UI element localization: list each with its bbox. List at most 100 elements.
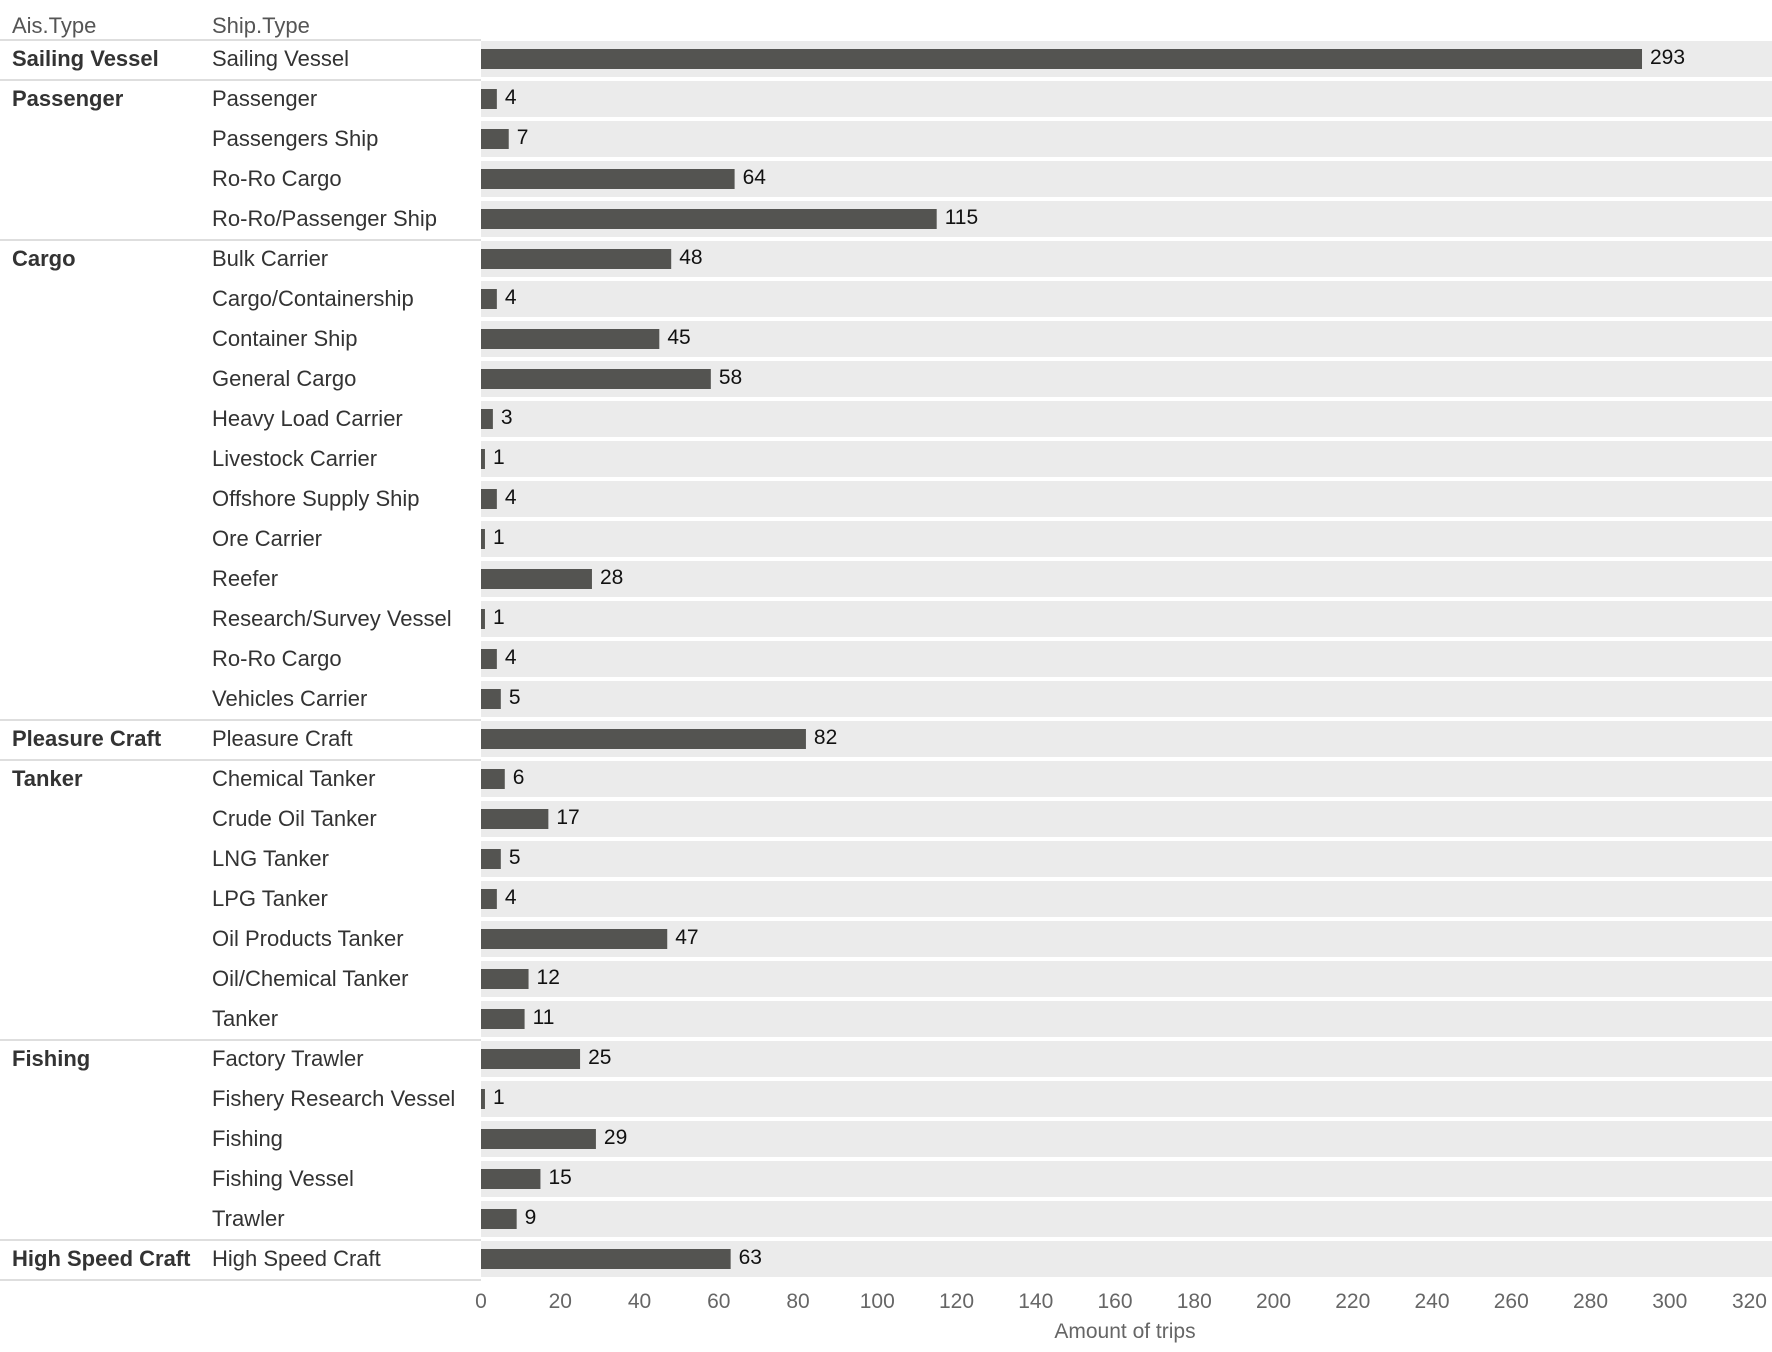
bar xyxy=(481,169,735,189)
category-label: Passenger xyxy=(212,86,317,111)
category-label: Cargo/Containership xyxy=(212,286,414,311)
value-label: 4 xyxy=(505,646,517,669)
x-tick-label: 220 xyxy=(1335,1290,1370,1313)
row-band xyxy=(481,961,1772,997)
category-label: Ro-Ro Cargo xyxy=(212,166,342,191)
category-label: Ore Carrier xyxy=(212,526,322,551)
bar xyxy=(481,689,501,709)
row-band xyxy=(481,321,1772,357)
category-label: Livestock Carrier xyxy=(212,446,377,471)
row-header-ais-type: Ais.Type xyxy=(12,13,96,38)
value-label: 5 xyxy=(509,686,521,709)
x-tick-label: 240 xyxy=(1414,1290,1449,1313)
value-label: 12 xyxy=(537,966,560,989)
row-band xyxy=(481,401,1772,437)
category-label: Passengers Ship xyxy=(212,126,378,151)
value-label: 15 xyxy=(548,1166,571,1189)
bar xyxy=(481,769,505,789)
row-band xyxy=(481,441,1772,477)
row-band xyxy=(481,121,1772,157)
row-band xyxy=(481,561,1772,597)
row-band xyxy=(481,1161,1772,1197)
row-band xyxy=(481,1121,1772,1157)
bar xyxy=(481,1009,525,1029)
category-label: Tanker xyxy=(212,1006,278,1031)
bar xyxy=(481,849,501,869)
category-label: Heavy Load Carrier xyxy=(212,406,403,431)
x-tick-label: 200 xyxy=(1256,1290,1291,1313)
bar xyxy=(481,929,668,949)
bar xyxy=(481,1249,731,1269)
x-tick-label: 260 xyxy=(1494,1290,1529,1313)
category-label: LPG Tanker xyxy=(212,886,328,911)
value-label: 1 xyxy=(493,1086,505,1109)
value-label: 5 xyxy=(509,846,521,869)
value-label: 63 xyxy=(739,1246,762,1269)
bar xyxy=(481,89,497,109)
x-tick-label: 320 xyxy=(1732,1290,1767,1313)
bar xyxy=(481,609,485,629)
value-label: 293 xyxy=(1650,46,1685,69)
row-band xyxy=(481,81,1772,117)
value-label: 17 xyxy=(556,806,579,829)
row-band xyxy=(481,241,1772,277)
value-label: 4 xyxy=(505,86,517,109)
value-label: 1 xyxy=(493,526,505,549)
group-label: Pleasure Craft xyxy=(12,726,162,751)
group-label: High Speed Craft xyxy=(12,1246,191,1271)
x-tick-label: 100 xyxy=(860,1290,895,1313)
category-label: Ro-Ro Cargo xyxy=(212,646,342,671)
row-band xyxy=(481,1041,1772,1077)
row-band xyxy=(481,841,1772,877)
category-label: Research/Survey Vessel xyxy=(212,606,452,631)
bar xyxy=(481,1049,581,1069)
category-label: Bulk Carrier xyxy=(212,246,328,271)
row-header-ship-type: Ship.Type xyxy=(212,13,310,38)
value-label: 1 xyxy=(493,446,505,469)
bar xyxy=(481,649,497,669)
category-label: LNG Tanker xyxy=(212,846,329,871)
row-band xyxy=(481,1081,1772,1117)
category-label: Oil/Chemical Tanker xyxy=(212,966,408,991)
value-label: 1 xyxy=(493,606,505,629)
bar xyxy=(481,569,592,589)
category-label: Sailing Vessel xyxy=(212,46,349,71)
x-tick-label: 0 xyxy=(475,1290,487,1313)
row-band xyxy=(481,761,1772,797)
bar xyxy=(481,209,937,229)
row-band xyxy=(481,601,1772,637)
bar xyxy=(481,889,497,909)
category-label: Vehicles Carrier xyxy=(212,686,367,711)
row-band xyxy=(481,881,1772,917)
x-tick-label: 120 xyxy=(939,1290,974,1313)
bar xyxy=(481,449,485,469)
category-label: Fishing Vessel xyxy=(212,1166,354,1191)
category-label: Pleasure Craft xyxy=(212,726,353,751)
bar xyxy=(481,1129,596,1149)
row-band xyxy=(481,921,1772,957)
value-label: 48 xyxy=(679,246,702,269)
category-label: Offshore Supply Ship xyxy=(212,486,420,511)
x-tick-label: 180 xyxy=(1177,1290,1212,1313)
bar xyxy=(481,969,529,989)
bar xyxy=(481,289,497,309)
category-label: Factory Trawler xyxy=(212,1046,364,1071)
value-label: 3 xyxy=(501,406,513,429)
row-band xyxy=(481,801,1772,837)
bar xyxy=(481,1209,517,1229)
value-label: 58 xyxy=(719,366,742,389)
bar xyxy=(481,49,1643,69)
x-axis-label: Amount of trips xyxy=(1054,1320,1195,1343)
row-band xyxy=(481,481,1772,517)
bar xyxy=(481,529,485,549)
value-label: 29 xyxy=(604,1126,627,1149)
group-label: Passenger xyxy=(12,86,124,111)
row-band xyxy=(481,641,1772,677)
bar xyxy=(481,809,549,829)
category-label: Trawler xyxy=(212,1206,285,1231)
value-label: 115 xyxy=(945,206,978,229)
row-band xyxy=(481,681,1772,717)
category-label: General Cargo xyxy=(212,366,356,391)
x-tick-label: 40 xyxy=(628,1290,651,1313)
x-tick-label: 20 xyxy=(549,1290,572,1313)
